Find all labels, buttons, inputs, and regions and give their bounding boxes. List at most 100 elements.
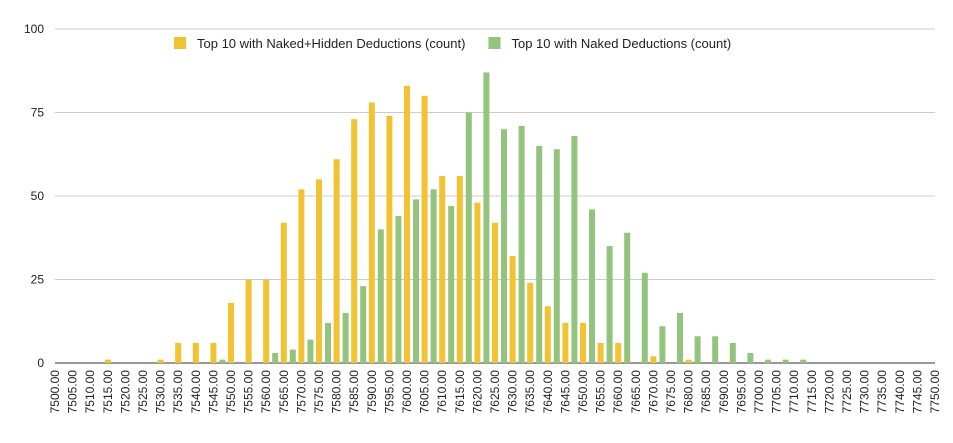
bar	[448, 206, 455, 363]
bar	[685, 359, 692, 363]
x-tick-label: 7545.00	[206, 370, 220, 414]
x-tick-label: 7680.00	[682, 370, 696, 414]
bar	[483, 72, 490, 364]
x-tick-label: 7505.00	[66, 370, 80, 414]
x-tick-label: 7655.00	[594, 370, 608, 414]
x-tick-label: 7715.00	[805, 370, 819, 414]
bar	[413, 199, 419, 363]
x-tick-label: 7690.00	[717, 370, 731, 414]
x-tick-label: 7675.00	[664, 370, 678, 414]
x-tick-label: 7625.00	[488, 370, 502, 414]
x-tick-label: 7500.00	[48, 370, 62, 414]
bar	[580, 322, 586, 363]
y-tick-label: 100	[24, 22, 44, 36]
bar	[280, 222, 287, 363]
bar	[333, 159, 340, 363]
bar	[677, 312, 683, 363]
bar	[157, 359, 164, 363]
x-tick-label: 7515.00	[101, 370, 115, 414]
x-tick-label: 7645.00	[558, 370, 572, 414]
x-tick-label: 7540.00	[189, 370, 203, 414]
bar	[544, 306, 551, 363]
x-tick-label: 7575.00	[312, 370, 326, 414]
x-tick-label: 7600.00	[400, 370, 414, 414]
bar	[650, 356, 657, 363]
bar	[606, 246, 613, 363]
bar	[641, 272, 648, 363]
bar	[800, 359, 807, 363]
bar	[298, 189, 305, 363]
bar	[492, 222, 498, 363]
bar	[289, 349, 296, 363]
x-tick-label: 7740.00	[893, 370, 907, 414]
bar	[228, 302, 234, 363]
bar	[553, 149, 560, 363]
bar	[351, 119, 358, 364]
x-tick-label: 7685.00	[699, 370, 713, 414]
x-tick-label: 7650.00	[576, 370, 590, 414]
bar	[210, 342, 217, 363]
bar	[597, 342, 604, 363]
x-tick-label: 7705.00	[770, 370, 784, 414]
y-tick-label: 50	[31, 189, 45, 203]
x-tick-label: 7620.00	[470, 370, 484, 414]
bar	[175, 342, 182, 363]
legend-label: Top 10 with Naked Deductions (count)	[511, 36, 731, 51]
bar	[386, 115, 393, 363]
x-tick-label: 7725.00	[840, 370, 854, 414]
x-tick-label: 7565.00	[277, 370, 291, 414]
x-tick-label: 7660.00	[611, 370, 625, 414]
x-tick-label: 7670.00	[646, 370, 660, 414]
x-tick-label: 7595.00	[382, 370, 396, 414]
x-tick-label: 7555.00	[242, 370, 256, 414]
bar	[729, 342, 736, 363]
x-tick-label: 7695.00	[734, 370, 748, 414]
bar	[430, 189, 437, 363]
legend-swatch	[174, 37, 186, 49]
bar	[272, 352, 279, 363]
x-tick-label: 7720.00	[822, 370, 836, 414]
x-tick-label: 7520.00	[118, 370, 132, 414]
bar	[421, 95, 428, 364]
bar	[501, 129, 507, 363]
bar	[219, 359, 226, 363]
bar	[527, 282, 534, 363]
bar	[368, 102, 375, 363]
legend-label: Top 10 with Naked+Hidden Deductions (cou…	[197, 36, 465, 51]
x-tick-label: 7560.00	[259, 370, 273, 414]
bar	[465, 112, 472, 363]
bar	[456, 175, 463, 363]
y-tick-label: 0	[37, 356, 44, 370]
bar	[263, 279, 270, 363]
bar	[659, 326, 666, 363]
x-tick-label: 7750.00	[928, 370, 942, 414]
bar	[509, 256, 516, 363]
bar	[694, 336, 701, 363]
bar	[562, 322, 569, 363]
x-tick-label: 7730.00	[858, 370, 872, 414]
x-tick-label: 7525.00	[136, 370, 150, 414]
y-tick-label: 25	[31, 273, 45, 287]
x-tick-label: 7700.00	[752, 370, 766, 414]
x-tick-label: 7630.00	[506, 370, 520, 414]
bar	[325, 322, 331, 363]
bar	[192, 342, 199, 363]
x-tick-label: 7745.00	[910, 370, 924, 414]
bar	[747, 352, 754, 363]
x-tick-label: 7615.00	[453, 370, 467, 414]
x-tick-label: 7665.00	[629, 370, 643, 414]
x-tick-label: 7535.00	[171, 370, 185, 414]
bar	[765, 359, 771, 363]
x-tick-label: 7710.00	[787, 370, 801, 414]
x-tick-label: 7510.00	[83, 370, 97, 414]
bar	[712, 336, 719, 363]
x-tick-label: 7550.00	[224, 370, 238, 414]
x-tick-label: 7735.00	[875, 370, 889, 414]
bar	[404, 85, 410, 363]
bar	[624, 232, 631, 363]
bar	[474, 202, 481, 363]
x-tick-label: 7580.00	[330, 370, 344, 414]
bar	[439, 175, 446, 363]
x-tick-label: 7570.00	[294, 370, 308, 414]
